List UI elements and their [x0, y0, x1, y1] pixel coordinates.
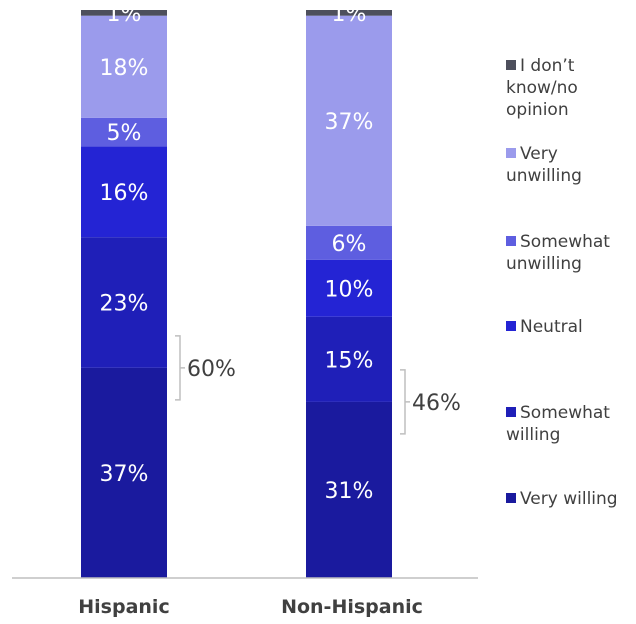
- bar-segment-non-hispanic-very-willing: [306, 401, 392, 578]
- legend-item-somewhat-unwilling: Somewhat unwilling: [506, 231, 636, 275]
- legend-label: Somewhat unwilling: [506, 232, 610, 274]
- brace-hispanic: [175, 335, 185, 401]
- legend-swatch: [506, 236, 516, 246]
- category-label-hispanic: Hispanic: [78, 596, 169, 618]
- braces-group: 60% 46%: [175, 335, 461, 435]
- legend-item-very-unwilling: Very unwilling: [506, 143, 636, 187]
- bar-segment-non-hispanic-very-unwilling: [306, 15, 392, 226]
- data-label-hispanic-dont-know: 1%: [107, 2, 142, 27]
- legend-label: I don’t know/no opinion: [506, 56, 578, 120]
- bar-segment-hispanic-very-unwilling: [81, 15, 167, 118]
- data-label-hispanic-neutral: 16%: [100, 181, 149, 206]
- legend-swatch: [506, 148, 516, 158]
- legend-swatch: [506, 407, 516, 417]
- bar-segment-non-hispanic-somewhat-willing: [306, 316, 392, 402]
- bar-segment-hispanic-dont-know: [81, 10, 167, 16]
- legend-label: Very willing: [520, 489, 618, 509]
- legend-swatch: [506, 321, 516, 331]
- legend-label: Somewhat willing: [506, 403, 610, 445]
- bar-segment-hispanic-somewhat-willing: [81, 237, 167, 368]
- bars-group: 37% 23% 16% 5% 18% 1% 31% 15% 10% 6% 37% 1%: [81, 2, 392, 578]
- bar-segment-hispanic-somewhat-unwilling: [81, 117, 167, 147]
- data-label-hispanic-somewhat-unwilling: 5%: [107, 121, 142, 146]
- legend-item-somewhat-willing: Somewhat willing: [506, 402, 636, 446]
- legend-item-dont-know: I don’t know/no opinion: [506, 55, 636, 121]
- bar-segment-non-hispanic-neutral: [306, 259, 392, 317]
- data-label-non-hispanic-very-unwilling: 37%: [325, 110, 374, 135]
- bar-segment-hispanic-neutral: [81, 146, 167, 238]
- brace-label-non-hispanic: 46%: [412, 391, 461, 416]
- legend-item-neutral: Neutral: [506, 316, 636, 338]
- data-label-non-hispanic-somewhat-willing: 15%: [325, 348, 374, 373]
- legend-swatch: [506, 60, 516, 70]
- data-label-hispanic-somewhat-willing: 23%: [100, 292, 149, 317]
- legend-swatch: [506, 493, 516, 503]
- data-label-non-hispanic-very-willing: 31%: [325, 479, 374, 504]
- bar-segment-non-hispanic-dont-know: [306, 10, 392, 16]
- legend-label: Very unwilling: [506, 144, 582, 186]
- brace-non-hispanic: [400, 369, 410, 435]
- bar-segment-non-hispanic-somewhat-unwilling: [306, 225, 392, 260]
- data-label-hispanic-very-willing: 37%: [100, 462, 149, 487]
- category-label-non-hispanic: Non-Hispanic: [281, 596, 423, 618]
- brace-label-hispanic: 60%: [187, 357, 236, 382]
- bar-segment-hispanic-very-willing: [81, 367, 167, 578]
- data-label-non-hispanic-dont-know: 1%: [332, 2, 367, 27]
- legend-item-very-willing: Very willing: [506, 488, 636, 510]
- data-label-non-hispanic-neutral: 10%: [325, 277, 374, 302]
- legend-label: Neutral: [520, 317, 583, 337]
- data-label-non-hispanic-somewhat-unwilling: 6%: [332, 232, 367, 257]
- data-label-hispanic-very-unwilling: 18%: [100, 56, 149, 81]
